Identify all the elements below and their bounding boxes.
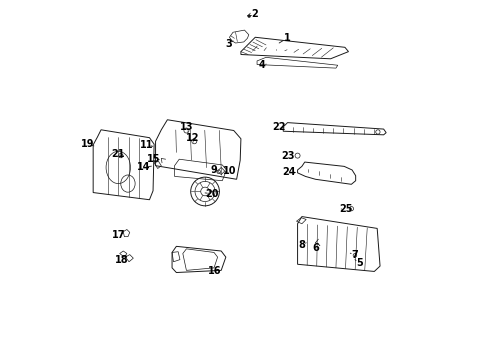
Text: 2: 2 bbox=[250, 9, 257, 19]
Text: 24: 24 bbox=[282, 167, 295, 177]
Text: 13: 13 bbox=[180, 122, 193, 132]
Text: 10: 10 bbox=[223, 166, 236, 176]
Circle shape bbox=[247, 15, 250, 18]
Text: 18: 18 bbox=[115, 255, 128, 265]
Text: 16: 16 bbox=[208, 266, 222, 276]
Text: 22: 22 bbox=[271, 122, 285, 132]
Text: 12: 12 bbox=[185, 133, 199, 143]
Text: 17: 17 bbox=[111, 230, 125, 239]
Text: 8: 8 bbox=[298, 240, 305, 250]
Text: 7: 7 bbox=[351, 250, 358, 260]
Text: 9: 9 bbox=[210, 165, 217, 175]
Text: 6: 6 bbox=[312, 243, 319, 253]
Text: 23: 23 bbox=[281, 150, 294, 161]
Text: 25: 25 bbox=[338, 204, 352, 215]
Text: 14: 14 bbox=[137, 162, 150, 172]
Text: 19: 19 bbox=[81, 139, 94, 149]
Text: 21: 21 bbox=[111, 149, 125, 159]
Text: 3: 3 bbox=[224, 40, 231, 49]
Text: 11: 11 bbox=[140, 140, 153, 150]
Text: 4: 4 bbox=[258, 60, 264, 70]
Text: 15: 15 bbox=[147, 154, 161, 164]
Text: 5: 5 bbox=[355, 258, 362, 268]
Text: 20: 20 bbox=[204, 189, 218, 199]
Text: 1: 1 bbox=[283, 33, 289, 43]
